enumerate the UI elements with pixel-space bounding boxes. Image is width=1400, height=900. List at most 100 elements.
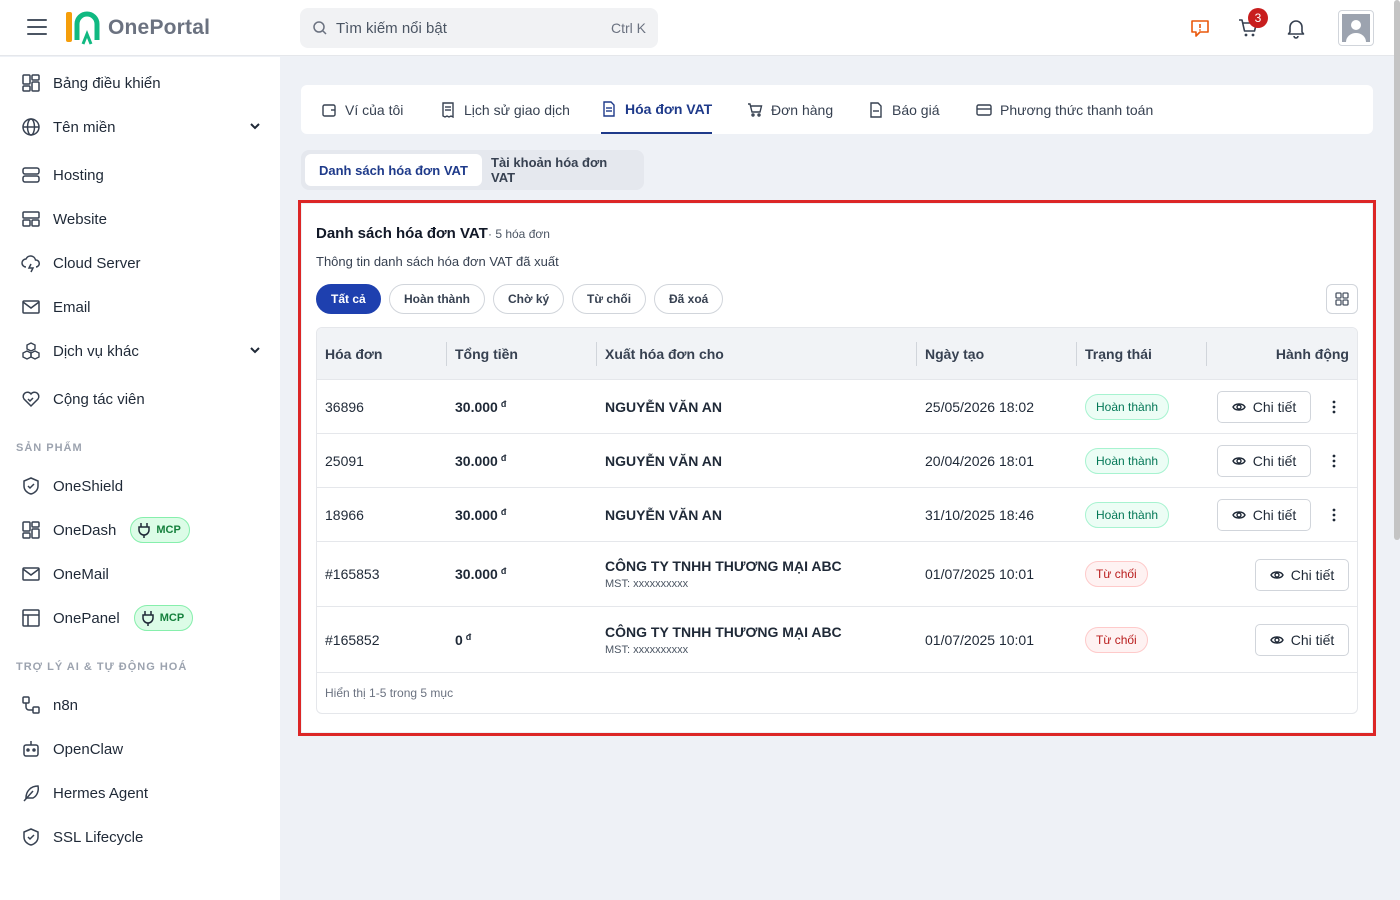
sidebar-item-label: Email — [53, 298, 91, 316]
filter-pending-sign[interactable]: Chờ ký — [493, 284, 565, 314]
detail-button[interactable]: Chi tiết — [1217, 391, 1311, 423]
eye-icon — [1269, 636, 1284, 644]
subtab-vat-list[interactable]: Danh sách hóa đơn VAT — [305, 154, 482, 186]
sidebar-item-label: Cloud Server — [53, 254, 141, 272]
scrollbar[interactable] — [1394, 0, 1400, 540]
more-icon[interactable] — [1326, 505, 1342, 525]
cart-count-badge: 3 — [1248, 8, 1268, 28]
sidebar-item-label: OnePanel — [53, 609, 120, 627]
sidebar-item-hermes-agent[interactable]: Hermes Agent — [20, 780, 265, 806]
sidebar-item-ssl-lifecycle[interactable]: SSL Lifecycle — [20, 824, 265, 850]
sidebar-item-email[interactable]: Email — [20, 294, 265, 320]
table-row: 18966 30.000 đ NGUYỄN VĂN AN 31/10/2025 1… — [317, 488, 1357, 542]
vat-invoice-card: Danh sách hóa đơn VAT · 5 hóa đơn Thông … — [302, 204, 1372, 732]
feedback-icon[interactable] — [1188, 16, 1212, 40]
credit-card-icon — [976, 103, 992, 116]
status-cell: Hoàn thành — [1085, 488, 1170, 541]
file-icon — [870, 101, 882, 118]
search-bar[interactable]: Ctrl K — [300, 8, 658, 48]
mcp-badge: MCP — [133, 605, 194, 631]
sidebar-item-openclaw[interactable]: OpenClaw — [20, 736, 265, 762]
created-date: 25/05/2026 18:02 — [925, 398, 1034, 415]
sidebar-item-label: OneDash — [53, 521, 117, 539]
highlight-frame — [298, 200, 1376, 736]
dashboard-icon — [20, 519, 42, 541]
card-description: Thông tin danh sách hóa đơn VAT đã xuất — [316, 254, 559, 269]
sidebar-item-dashboard[interactable]: Bảng điều khiển — [20, 70, 265, 96]
sidebar-item-label: OpenClaw — [53, 740, 124, 758]
sidebar-item-onemail[interactable]: OneMail — [20, 561, 265, 587]
invoice-id: 18966 — [325, 506, 364, 523]
status-cell: Từ chối — [1085, 542, 1148, 606]
oneportal-logo-icon — [66, 11, 100, 45]
dashboard-icon — [20, 72, 42, 94]
cubes-icon — [20, 340, 42, 362]
grid-view-toggle[interactable] — [1326, 284, 1358, 314]
tab-quotes[interactable]: Báo giá — [868, 85, 939, 134]
avatar[interactable] — [1338, 10, 1374, 46]
eye-icon — [1231, 511, 1246, 519]
detail-button[interactable]: Chi tiết — [1255, 559, 1349, 591]
created-date: 31/10/2025 18:46 — [925, 506, 1034, 523]
filter-rejected[interactable]: Từ chối — [572, 284, 647, 314]
sidebar-item-cloud-server[interactable]: Cloud Server — [20, 250, 265, 276]
sidebar-item-website[interactable]: Website — [20, 206, 265, 232]
col-actions: Hành động — [1275, 346, 1349, 362]
search-shortcut: Ctrl K — [611, 20, 646, 36]
sidebar-item-hosting[interactable]: Hosting — [20, 162, 265, 188]
filter-all[interactable]: Tất cả — [316, 284, 381, 314]
tab-transaction-history[interactable]: Lịch sử giao dịch — [440, 85, 570, 134]
created-date: 20/04/2026 18:01 — [925, 452, 1034, 469]
plug-icon — [138, 523, 151, 538]
sidebar-item-label: n8n — [53, 696, 79, 714]
bell-icon[interactable] — [1284, 16, 1308, 40]
more-icon[interactable] — [1326, 451, 1342, 471]
sidebar-item-affiliate[interactable]: Cộng tác viên — [20, 386, 265, 412]
logo[interactable]: OnePortal — [64, 10, 210, 46]
col-invoice[interactable]: Hóa đơn — [325, 346, 383, 362]
menu-toggle-icon[interactable] — [27, 19, 47, 37]
cart-icon — [748, 102, 763, 117]
subtab-vat-accounts[interactable]: Tài khoản hóa đơn VAT — [491, 155, 608, 185]
detail-button[interactable]: Chi tiết — [1217, 445, 1311, 477]
search-input[interactable] — [336, 19, 611, 37]
invoice-id: #165852 — [325, 631, 380, 648]
sidebar-item-label: Tên miền — [53, 118, 116, 136]
sidebar-item-label: Website — [53, 210, 107, 228]
detail-button[interactable]: Chi tiết — [1217, 499, 1311, 531]
sidebar-item-onepanel[interactable]: OnePanel MCP — [20, 605, 265, 631]
sidebar-item-onedash[interactable]: OneDash MCP — [20, 517, 265, 543]
filter-completed[interactable]: Hoàn thành — [389, 284, 485, 314]
grid-icon — [1335, 292, 1349, 306]
sidebar-item-n8n[interactable]: n8n — [20, 692, 265, 718]
col-bill-to[interactable]: Xuất hóa đơn cho — [605, 346, 724, 362]
tab-vat-invoice[interactable]: Hóa đơn VAT — [601, 85, 713, 134]
bill-to: CÔNG TY TNHH THƯƠNG MẠI ABC MST: xxxxxxxx… — [605, 623, 842, 656]
sidebar-item-oneshield[interactable]: OneShield — [20, 473, 265, 499]
col-created-date[interactable]: Ngày tạo — [925, 346, 985, 362]
col-status[interactable]: Trạng thái — [1085, 346, 1152, 362]
billing-tabs: Ví của tôi Lịch sử giao dịch Hóa đơn VAT… — [301, 85, 1373, 134]
top-header: OnePortal Ctrl K 3 — [0, 0, 1400, 56]
sidebar-item-label: Bảng điều khiển — [53, 74, 161, 92]
status-cell: Hoàn thành — [1085, 380, 1170, 433]
app-name: OnePortal — [108, 16, 211, 39]
status-cell: Từ chối — [1085, 607, 1148, 672]
filter-deleted[interactable]: Đã xoá — [654, 284, 724, 314]
pagination-summary: Hiển thị 1-5 trong 5 mục — [325, 686, 454, 700]
website-icon — [20, 208, 42, 230]
tab-payment-methods[interactable]: Phương thức thanh toán — [976, 85, 1153, 134]
col-total[interactable]: Tổng tiền — [455, 346, 518, 362]
sidebar-item-domains[interactable]: Tên miền — [20, 114, 265, 140]
document-icon — [603, 100, 615, 117]
detail-button[interactable]: Chi tiết — [1255, 624, 1349, 656]
tab-wallet[interactable]: Ví của tôi — [321, 85, 403, 134]
sidebar-item-other-services[interactable]: Dịch vụ khác — [20, 338, 265, 364]
sidebar-item-label: Cộng tác viên — [53, 390, 145, 408]
handshake-heart-icon — [20, 388, 42, 410]
shield-check-icon — [20, 826, 42, 848]
sidebar-item-label: Hermes Agent — [53, 784, 149, 802]
more-icon[interactable] — [1326, 397, 1342, 417]
workflow-icon — [20, 694, 42, 716]
tab-orders[interactable]: Đơn hàng — [747, 85, 833, 134]
